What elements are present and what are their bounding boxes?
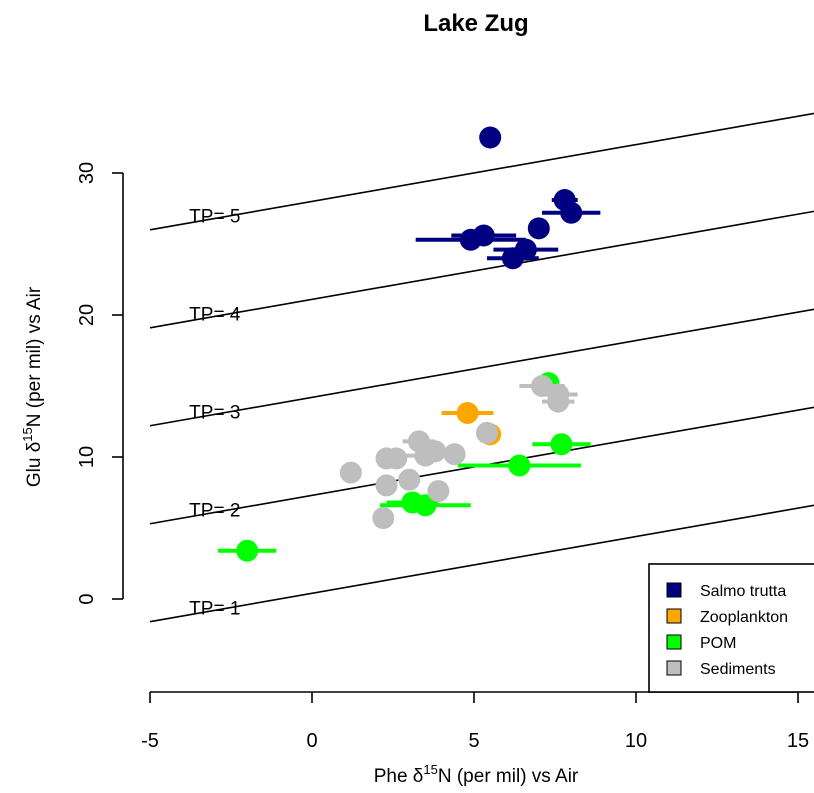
trophic-line-2: [149, 406, 814, 525]
sediments-point: [385, 447, 408, 470]
sediments-marker: [372, 507, 395, 530]
sediments-point: [375, 474, 398, 497]
pom-point: [380, 494, 471, 517]
legend-swatch-salmo-trutta: [666, 582, 682, 598]
trophic-label-2: TP= 2: [189, 501, 240, 522]
legend-swatch-zooplankton: [666, 608, 682, 624]
x-tick-label: -5: [141, 730, 159, 752]
sediments-marker: [427, 480, 450, 503]
y-tick-label: 20: [76, 304, 98, 326]
trophic-line-4: [149, 210, 814, 329]
salmo-trutta-marker: [479, 126, 502, 149]
trophic-label-1: TP= 1: [189, 599, 240, 620]
x-tick-label: 5: [468, 730, 479, 752]
sediments-marker: [443, 443, 466, 466]
x-tick-label: 15: [787, 730, 809, 752]
x-axis-label: Phe δ15N (per mil) vs Air: [374, 762, 579, 787]
sediments-point: [475, 421, 498, 444]
pom-point: [218, 539, 277, 562]
salmo-trutta-point: [479, 126, 502, 149]
sediments-marker: [398, 468, 421, 491]
pom-point: [457, 454, 581, 477]
trophic-labels: TP= 1 TP= 2 TP= 3 TP= 4 TP= 5: [189, 207, 241, 620]
salmo-trutta-point: [415, 228, 526, 251]
trophic-label-4: TP= 4: [189, 305, 241, 326]
trophic-label-5: TP= 5: [189, 207, 240, 228]
chart-title: Lake Zug: [423, 10, 528, 37]
legend: Salmo trutta Zooplankton POM Sediments: [648, 563, 814, 693]
salmo-trutta-point: [542, 201, 601, 224]
sediments-point: [542, 390, 575, 413]
data-points: [218, 126, 601, 562]
legend-label-pom: POM: [700, 635, 736, 652]
sediments-point: [398, 468, 421, 491]
legend-swatch-sediments: [666, 660, 682, 676]
y-axis: 0 10 20 30: [76, 162, 124, 605]
sediments-marker: [375, 474, 398, 497]
trophic-line-3: [149, 308, 814, 427]
trophic-label-3: TP= 3: [189, 403, 240, 424]
trophic-line-5: [149, 112, 814, 231]
pom-point: [532, 433, 591, 456]
zooplankton-point: [441, 401, 494, 424]
legend-label-sediments: Sediments: [700, 661, 776, 678]
sediments-point: [427, 480, 450, 503]
salmo-trutta-point: [486, 247, 539, 270]
sediments-point: [339, 461, 362, 484]
salmo-trutta-point: [527, 217, 550, 240]
trophic-line-1: [149, 504, 814, 623]
sediments-marker: [475, 421, 498, 444]
y-tick-label: 10: [76, 446, 98, 468]
sediments-point: [372, 507, 395, 530]
y-axis-label: Glu δ15N (per mil) vs Air: [20, 286, 45, 487]
sediments-marker: [339, 461, 362, 484]
sediments-point: [443, 443, 466, 466]
legend-label-salmo-trutta: Salmo trutta: [700, 583, 786, 600]
y-tick-label: 0: [76, 593, 98, 604]
legend-swatch-pom: [666, 634, 682, 650]
sediments-marker: [385, 447, 408, 470]
trophic-lines: [149, 112, 814, 623]
legend-label-zooplankton: Zooplankton: [700, 609, 788, 626]
x-axis: -5 0 5 10 15: [141, 691, 809, 752]
x-tick-label: 10: [625, 730, 647, 752]
x-tick-label: 0: [306, 730, 317, 752]
y-tick-label: 30: [76, 162, 98, 184]
